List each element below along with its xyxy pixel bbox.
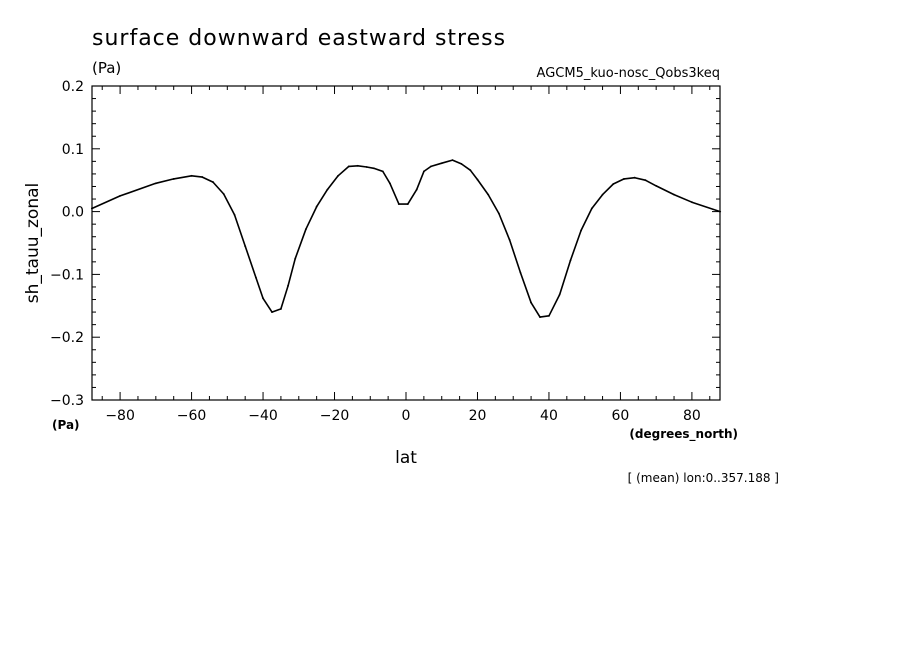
x-tick-labels: −80 −60 −40 −20 0 20 40 60 80 [105, 408, 701, 424]
y-tick-label: 0.0 [62, 205, 84, 221]
data-point [691, 201, 693, 204]
data-point [460, 162, 463, 165]
x-tick-label: 20 [469, 408, 487, 424]
y-tick-label: −0.2 [50, 330, 84, 346]
data-point [655, 184, 658, 187]
data-point [590, 207, 593, 210]
data-point [623, 178, 625, 180]
data-point [530, 301, 532, 304]
data-point [498, 212, 500, 215]
data-point [222, 193, 225, 195]
x-axis-units: (degrees_north) [629, 427, 738, 442]
x-tick-label: 0 [402, 408, 411, 424]
data-point [244, 245, 247, 248]
run-label: AGCM5_kuo-nosc_Qobs3keq [537, 66, 720, 81]
data-point [201, 176, 204, 178]
data-point [233, 213, 236, 216]
data-point [254, 276, 257, 279]
y-axis-label: sh_tauu_zonal [23, 183, 43, 304]
data-point [580, 229, 583, 232]
data-point [172, 178, 175, 180]
data-point [280, 308, 282, 310]
y-axis-units: (Pa) [52, 418, 80, 432]
data-point [476, 178, 479, 181]
data-point [347, 165, 350, 168]
data-point [287, 284, 289, 287]
chart-title: surface downward eastward stress [92, 26, 506, 51]
data-point [154, 182, 157, 185]
data-point [633, 176, 636, 179]
data-point [508, 238, 511, 241]
plot-frame [91, 85, 721, 401]
data-point [356, 164, 359, 167]
data-point [397, 203, 400, 205]
x-tick-label: 40 [540, 408, 558, 424]
data-point [389, 182, 391, 185]
y-tick-labels: −0.3 −0.2 −0.1 0.0 0.1 0.2 [50, 79, 84, 409]
footnote: [ (mean) lon:0..357.188 ] [628, 471, 779, 485]
data-point [430, 165, 432, 168]
data-point [469, 169, 472, 172]
data-point [558, 293, 561, 296]
data-point [673, 193, 675, 196]
data-point [440, 162, 443, 165]
y-tick-label: 0.2 [62, 79, 84, 95]
data-point [90, 207, 93, 210]
data-point [315, 205, 318, 208]
data-point [337, 174, 339, 177]
series-points [90, 159, 722, 319]
data-point [601, 193, 604, 196]
x-tick-label: −20 [320, 408, 350, 424]
x-tick-label: −40 [248, 408, 278, 424]
x-tick-label: 80 [683, 408, 701, 424]
data-point [569, 259, 572, 262]
data-point [381, 170, 384, 173]
data-point [612, 183, 615, 185]
axis-ticks [92, 85, 720, 401]
data-point [305, 228, 307, 231]
x-tick-label: 60 [612, 408, 630, 424]
data-point [294, 257, 297, 260]
data-point [519, 271, 522, 274]
y-tick-label: −0.1 [50, 267, 84, 283]
data-point [422, 170, 425, 173]
y-tick-label: −0.3 [50, 393, 84, 409]
data-point [365, 166, 368, 168]
data-point [212, 181, 214, 183]
data-point [451, 159, 454, 162]
data-point [644, 179, 647, 182]
data-point [271, 311, 273, 313]
data-point [372, 167, 375, 170]
x-tick-label: −60 [177, 408, 207, 424]
data-point [415, 188, 418, 191]
y-tick-label: 0.1 [62, 142, 84, 158]
x-axis-label: lat [395, 448, 417, 468]
data-point [406, 203, 409, 205]
series-line [91, 159, 721, 318]
data-point [548, 314, 550, 317]
x-tick-label: −80 [105, 408, 135, 424]
data-point [326, 188, 329, 191]
data-point [190, 174, 193, 177]
data-point [262, 297, 264, 300]
title-units: (Pa) [92, 59, 121, 77]
data-point [119, 195, 121, 197]
data-point [539, 316, 541, 319]
data-point [719, 210, 722, 213]
data-point [487, 193, 490, 196]
